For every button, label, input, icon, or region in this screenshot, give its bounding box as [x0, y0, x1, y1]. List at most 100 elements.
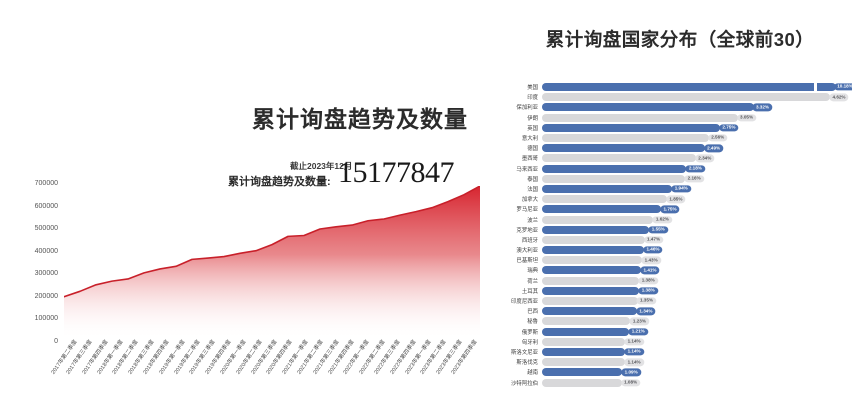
- bar-row-label: 荷兰: [527, 278, 538, 285]
- bar-track: 1.75%: [542, 205, 852, 214]
- bar-row[interactable]: 土耳其 1.38%: [490, 286, 852, 296]
- bar-track: 1.46%: [542, 246, 852, 255]
- bar-row[interactable]: 沙特阿拉伯 1.08%: [490, 377, 852, 387]
- bar-fill: [542, 276, 640, 285]
- bar-track: 1.38%: [542, 276, 852, 285]
- bar-row[interactable]: 斯洛伐克 1.14%: [490, 357, 852, 367]
- bar-fill: [542, 205, 661, 214]
- bar-row[interactable]: 越南 1.09%: [490, 367, 852, 377]
- bar-track: 1.14%: [542, 347, 852, 356]
- bar-value-badge: 2.34%: [695, 154, 715, 163]
- bar-track: 3.05%: [542, 113, 852, 122]
- bar-value-badge: 3.32%: [752, 103, 773, 112]
- bar-track: 2.56%: [542, 134, 852, 143]
- bar-row-label: 加拿大: [521, 197, 538, 204]
- y-axis-tick: 700000: [34, 180, 58, 187]
- right-chart-title: 累计询盘国家分布（全球前30）: [545, 29, 815, 50]
- area-line-shape: [64, 186, 480, 298]
- bar-fill: [542, 297, 638, 306]
- bar-fill: [542, 337, 626, 346]
- area-fill-shape: [64, 186, 480, 338]
- bar-track: 1.94%: [542, 184, 852, 193]
- bar-row-label: 英国: [527, 125, 538, 132]
- bar-row-label: 克罗地亚: [516, 227, 538, 234]
- bar-fill: [542, 103, 754, 112]
- bar-value-badge: 1.41%: [640, 266, 660, 275]
- bar-fill: [542, 327, 630, 336]
- bar-value-badge: 1.23%: [629, 317, 650, 326]
- bar-row-label: 墨西哥: [521, 156, 538, 163]
- bar-value-badge: 2.75%: [719, 124, 739, 132]
- bar-value-badge: 4.62%: [829, 93, 849, 101]
- bar-row[interactable]: 克罗地亚 1.55%: [490, 225, 852, 235]
- y-axis-ticks: 700000 600000 500000 400000 300000 200000 1000…: [0, 180, 58, 350]
- bar-row[interactable]: 波兰 1.62%: [490, 214, 852, 224]
- bar-row[interactable]: 印度 4.62%: [490, 92, 852, 102]
- bar-row[interactable]: 巴西 1.34%: [490, 306, 852, 316]
- bar-fill: [542, 154, 696, 163]
- bar-fill: [542, 358, 626, 367]
- bar-row[interactable]: 伊朗 3.05%: [490, 113, 852, 123]
- bar-row-label: 瑞典: [527, 268, 538, 275]
- bar-row[interactable]: 罗马尼亚 1.75%: [490, 204, 852, 214]
- kpi-value: 15177847: [338, 156, 455, 189]
- bar-value-badge: 1.94%: [671, 185, 691, 193]
- bar-fill: [542, 123, 720, 132]
- bar-track: 4.62%: [542, 93, 852, 102]
- bar-value-badge: 1.38%: [638, 287, 658, 295]
- bar-track: 1.34%: [542, 307, 852, 316]
- bar-row[interactable]: 俄罗斯 1.21%: [490, 327, 852, 337]
- bar-row[interactable]: 法国 1.94%: [490, 184, 852, 194]
- bar-row-label: 印度尼西亚: [511, 299, 538, 306]
- bar-row-label: 斯洛伐克: [516, 360, 538, 367]
- bar-value-badge: 1.85%: [666, 195, 686, 203]
- kpi-as-of-date: 截止2023年12月: [290, 161, 353, 171]
- bar-track: 1.35%: [542, 297, 852, 306]
- bar-fill: [542, 225, 650, 234]
- bar-track: 1.62%: [542, 215, 852, 224]
- bar-fill: [542, 184, 673, 193]
- bar-row[interactable]: 泰国 2.16%: [490, 174, 852, 184]
- bar-value-badge: 1.21%: [628, 327, 648, 336]
- bar-row[interactable]: 匈牙利 1.14%: [490, 337, 852, 347]
- bar-row[interactable]: 墨西哥 2.34%: [490, 153, 852, 163]
- bar-fill: [542, 215, 654, 224]
- bar-fill: [542, 286, 640, 295]
- bar-fill: [542, 93, 830, 102]
- bar-row-label: 美国: [527, 85, 538, 92]
- bar-row[interactable]: 澳大利亚 1.46%: [490, 245, 852, 255]
- bar-row[interactable]: 美国 10.18%: [490, 82, 852, 93]
- y-axis-tick: 200000: [34, 292, 58, 300]
- bar-row-label: 斯洛文尼亚: [511, 349, 538, 356]
- bar-row-label: 伊朗: [527, 115, 538, 122]
- bar-row-label: 意大利: [521, 136, 538, 143]
- bar-row-label: 巴西: [527, 309, 538, 316]
- bar-value-badge: 1.14%: [624, 348, 644, 356]
- bar-value-badge: 2.18%: [685, 164, 706, 173]
- left-chart-title: 累计询盘趋势及数量: [252, 106, 468, 132]
- bar-row[interactable]: 瑞典 1.41%: [490, 265, 852, 275]
- bar-row[interactable]: 秘鲁 1.23%: [490, 316, 852, 326]
- bar-value-badge: 1.38%: [638, 276, 658, 285]
- bar-row[interactable]: 保加利亚 3.32%: [490, 102, 852, 112]
- bar-row[interactable]: 德国 2.49%: [490, 143, 852, 153]
- bar-value-badge: 2.16%: [684, 175, 704, 183]
- bar-track: 2.18%: [542, 164, 852, 173]
- bar-track: 1.23%: [542, 317, 852, 326]
- bar-track: 10.18%: [542, 83, 852, 93]
- bar-row[interactable]: 马来西亚 2.18%: [490, 164, 852, 174]
- bar-row[interactable]: 西班牙 1.47%: [490, 235, 852, 245]
- bar-track: 1.09%: [542, 368, 852, 377]
- y-axis-tick: 600000: [34, 202, 58, 210]
- bar-row[interactable]: 加拿大 1.85%: [490, 194, 852, 204]
- bar-row-label: 越南: [527, 370, 538, 377]
- bar-row[interactable]: 英国 2.75%: [490, 123, 852, 133]
- bar-row[interactable]: 意大利 2.56%: [490, 133, 852, 143]
- bar-row[interactable]: 斯洛文尼亚 1.14%: [490, 347, 852, 357]
- bar-row[interactable]: 荷兰 1.38%: [490, 276, 852, 286]
- bar-value-badge: 1.08%: [620, 378, 641, 387]
- bar-row[interactable]: 巴基斯坦 1.43%: [490, 255, 852, 265]
- bar-track: 1.43%: [542, 256, 852, 265]
- bar-row[interactable]: 印度尼西亚 1.35%: [490, 296, 852, 306]
